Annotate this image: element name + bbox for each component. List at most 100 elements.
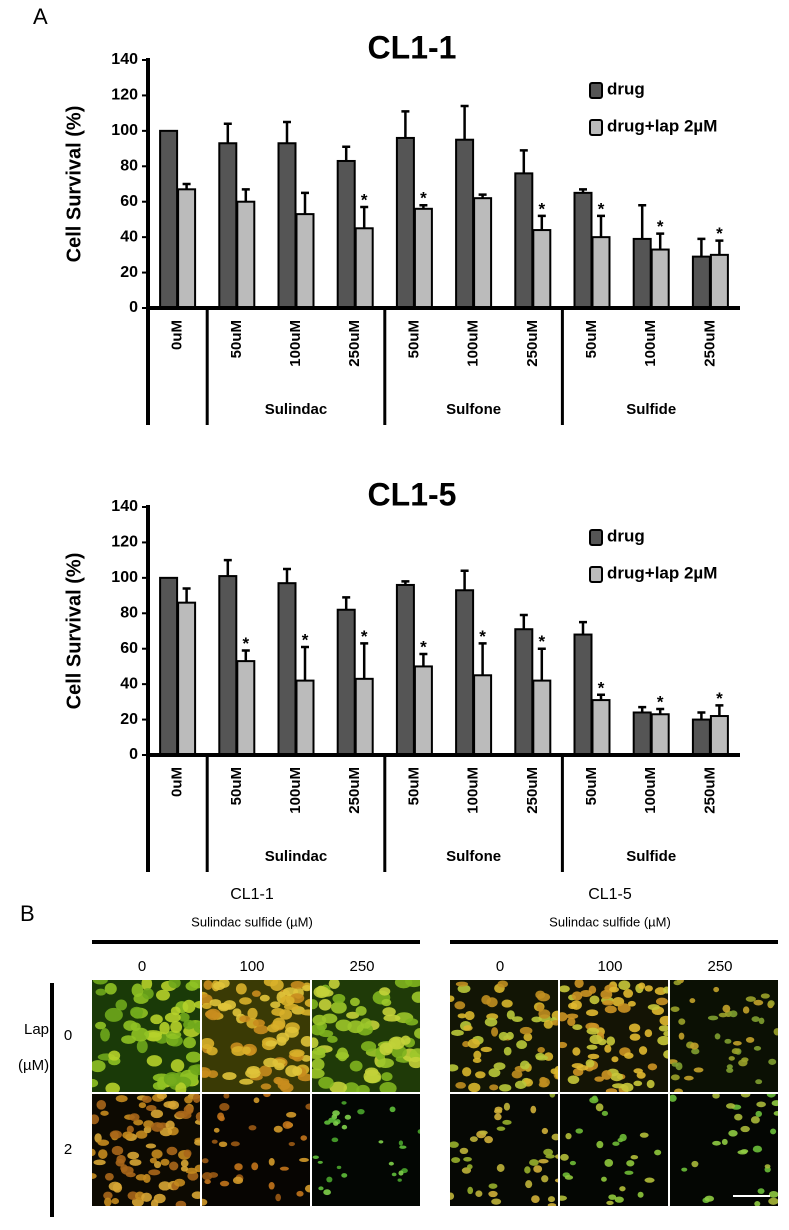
cell [488, 1190, 498, 1198]
micrograph [670, 980, 778, 1092]
cell [612, 1141, 620, 1146]
cell [670, 1074, 680, 1081]
bar [413, 207, 433, 309]
cell [182, 999, 196, 1013]
cell [760, 993, 770, 999]
cell [95, 988, 107, 996]
cell [623, 989, 634, 998]
cell [750, 1116, 760, 1124]
cell [97, 1139, 110, 1146]
y-tick-label: 100 [111, 569, 138, 586]
cell [183, 1149, 192, 1158]
cell [382, 1007, 396, 1017]
cell [601, 1110, 609, 1116]
cell [644, 985, 653, 992]
cell [457, 984, 471, 994]
cell [753, 999, 764, 1006]
x-tick-label: 100uM [465, 320, 482, 367]
cell [131, 983, 144, 997]
row-label: 0 [64, 1027, 72, 1044]
cell [141, 980, 153, 991]
cell [742, 1006, 750, 1014]
cell [538, 1009, 551, 1019]
cell [92, 1060, 106, 1073]
cell [193, 1021, 200, 1034]
cell [721, 1138, 728, 1146]
cell [121, 1166, 134, 1175]
cell [213, 1127, 220, 1133]
cell [379, 1042, 393, 1056]
cell [202, 1158, 209, 1164]
cell [657, 1035, 668, 1046]
cell [189, 980, 200, 989]
cell [740, 1149, 749, 1154]
y-tick-label: 140 [111, 498, 138, 515]
cell [146, 1105, 157, 1112]
cell [624, 1170, 634, 1175]
cell [601, 1176, 607, 1182]
cell [647, 1063, 658, 1071]
cell [383, 1014, 401, 1022]
cell [391, 1172, 397, 1177]
cell [618, 980, 631, 991]
cell [146, 1055, 163, 1067]
cell [691, 1048, 700, 1055]
cell [414, 1028, 420, 1039]
cell [473, 1050, 482, 1060]
cell [627, 1000, 636, 1007]
cell [576, 1064, 589, 1071]
bar [514, 628, 534, 757]
cell [341, 1101, 347, 1105]
cell [768, 1058, 777, 1065]
bar [455, 138, 475, 309]
cell [575, 1128, 584, 1134]
cell [491, 1198, 502, 1205]
cell [536, 1003, 544, 1012]
group-label: Sulfide [626, 848, 676, 865]
group-label: Sulindac [265, 848, 328, 865]
error-bar [715, 239, 724, 255]
cell [203, 980, 213, 990]
error-bar [519, 613, 528, 630]
cell [180, 1165, 189, 1172]
cell [560, 1012, 568, 1022]
cells [312, 1101, 420, 1196]
cell [100, 1110, 109, 1116]
cell [732, 1040, 742, 1046]
significance-mark: * [716, 689, 723, 708]
cell [612, 1083, 625, 1089]
cell [729, 1010, 738, 1018]
cell [628, 1023, 641, 1033]
cell [464, 1010, 475, 1021]
cell [580, 990, 593, 997]
cell [280, 995, 295, 1006]
cell [158, 1181, 172, 1191]
dose-label: 100 [239, 958, 264, 975]
cell [191, 1191, 200, 1199]
cell [773, 1028, 778, 1036]
cell [159, 1127, 173, 1137]
cell [344, 1114, 352, 1120]
cell [503, 1046, 512, 1056]
cell [208, 1172, 219, 1178]
chart-title: CL1-1 [368, 29, 457, 65]
bar [236, 660, 256, 756]
bar [295, 679, 315, 756]
cell [184, 1095, 193, 1104]
cell [670, 1094, 677, 1102]
error-bar [519, 149, 528, 174]
cell [605, 1088, 618, 1092]
legend-swatch [589, 119, 603, 136]
dose-label: 250 [707, 958, 732, 975]
cell [381, 998, 392, 1007]
cell [560, 1041, 568, 1049]
cell [268, 1158, 275, 1166]
cell [277, 1080, 291, 1090]
error-bar [223, 122, 232, 144]
micrograph [202, 1094, 310, 1206]
cell [175, 1082, 187, 1092]
cell [663, 1031, 668, 1037]
bar [709, 253, 729, 310]
x-tick-label: 100uM [465, 767, 482, 814]
bar [473, 197, 493, 310]
